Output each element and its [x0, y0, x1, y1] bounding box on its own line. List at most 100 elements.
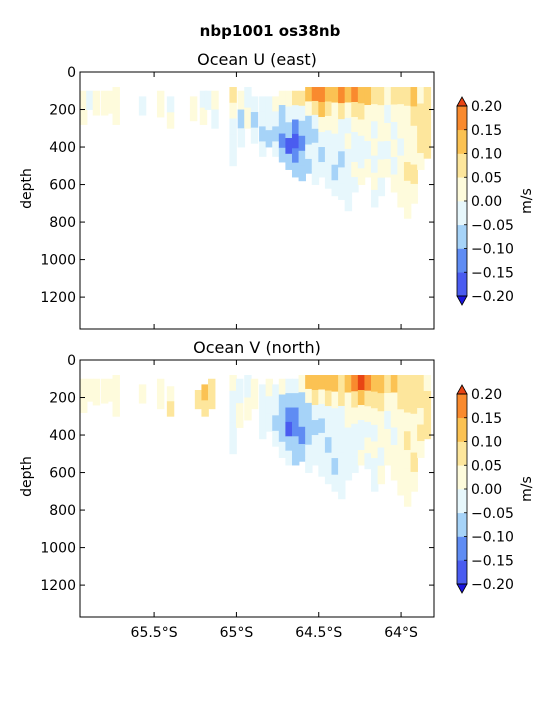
data-cell [371, 375, 379, 393]
data-cell [357, 405, 366, 421]
data-cell [377, 375, 386, 394]
data-cell [417, 441, 425, 458]
data-cell [357, 450, 366, 466]
data-cell [318, 162, 326, 178]
data-cell [397, 189, 405, 208]
data-cell [324, 115, 333, 131]
y-tick-label: 800 [49, 503, 76, 519]
colorbar-band [457, 272, 467, 297]
data-cell [201, 400, 209, 417]
data-cells [80, 87, 432, 219]
data-cell [403, 162, 412, 182]
data-cell [364, 421, 372, 438]
data-cell [229, 134, 237, 151]
data-cell [311, 390, 320, 406]
data-cell [377, 141, 386, 160]
data-cell [305, 101, 313, 117]
data-cell [390, 410, 399, 428]
data-cell [351, 423, 359, 441]
data-cell [410, 145, 418, 165]
data-cell [311, 114, 320, 130]
figure-suptitle: nbp1001 os38nb [200, 22, 341, 40]
data-cell [338, 467, 346, 484]
colorbar-band [457, 465, 467, 490]
data-cell [229, 422, 237, 439]
data-cell [417, 87, 425, 104]
data-cell [285, 407, 293, 423]
data-cell [272, 141, 280, 157]
data-cell [272, 384, 280, 401]
data-cell [397, 392, 405, 410]
data-cell [199, 90, 208, 109]
y-tick-label: 400 [49, 428, 76, 444]
colorbar-tick-label: −0.20 [471, 289, 514, 305]
data-cell [199, 107, 208, 125]
x-tick-label: 64.5°S [295, 625, 342, 641]
data-cell [265, 113, 274, 131]
data-cell [318, 461, 326, 477]
data-cell [397, 426, 405, 445]
data-cell [371, 391, 379, 409]
data-cell [390, 122, 399, 140]
data-cell [305, 444, 313, 460]
data-cell [338, 103, 346, 120]
data-cell [357, 420, 366, 436]
data-cell [397, 87, 405, 105]
data-cell [338, 390, 346, 407]
data-cell [364, 437, 372, 454]
data-cell [291, 90, 300, 106]
data-cell [331, 408, 339, 426]
data-cell [371, 104, 379, 122]
data-cell [305, 144, 313, 160]
colorbar-band [457, 536, 467, 561]
data-cell [80, 107, 88, 125]
data-cell [166, 96, 175, 113]
y-tick-label: 200 [49, 391, 76, 407]
data-cell [390, 174, 399, 193]
data-cell [384, 393, 392, 412]
data-cell [298, 392, 306, 410]
data-cell [265, 396, 274, 415]
y-tick-label: 1000 [40, 541, 76, 557]
data-cell [229, 390, 237, 407]
data-cell [324, 159, 333, 175]
data-cell [311, 87, 320, 102]
data-cell [259, 141, 267, 157]
colorbar-band [457, 224, 467, 249]
data-cell [351, 87, 359, 103]
data-cell [259, 126, 267, 142]
data-cell [324, 173, 333, 189]
data-cell [351, 391, 359, 408]
data-cell [344, 117, 353, 134]
data-cell [410, 433, 418, 453]
data-cell [377, 177, 386, 197]
data-cell [86, 378, 94, 402]
colorbar-band [457, 394, 467, 419]
data-cell [423, 406, 432, 424]
data-cell [318, 389, 326, 405]
data-cell [377, 123, 386, 142]
data-cell [112, 375, 120, 397]
data-cell [338, 452, 346, 469]
data-cell [377, 393, 386, 412]
data-cell [417, 375, 425, 392]
data-cell [324, 421, 333, 438]
data-cell [423, 104, 432, 124]
colorbar-tick-label: 0.20 [471, 387, 502, 403]
data-cell [298, 90, 306, 107]
data-cell [311, 170, 320, 185]
data-cell [285, 90, 293, 107]
data-cell [390, 462, 399, 481]
data-cell [311, 100, 320, 116]
data-cell [250, 378, 259, 410]
data-cell [305, 87, 313, 102]
data-cell [236, 378, 244, 404]
data-cell [351, 456, 359, 473]
data-cell [305, 458, 313, 473]
data-cell [278, 426, 287, 443]
colorbar-tick-label: −0.05 [471, 218, 514, 234]
data-cell [371, 474, 379, 492]
data-cell [357, 119, 366, 137]
data-cell [208, 378, 216, 410]
data-cell [344, 148, 353, 165]
